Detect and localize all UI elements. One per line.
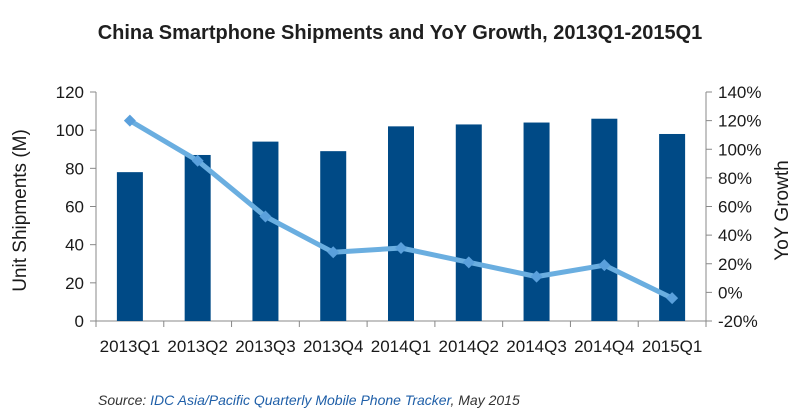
x-category-label: 2014Q2 (439, 337, 500, 356)
growth-point (259, 210, 272, 223)
right-tick-label: 140% (718, 83, 761, 102)
right-tick-label: 80% (718, 169, 752, 188)
x-category-label: 2013Q3 (235, 337, 296, 356)
shipment-bar (184, 154, 211, 321)
shipment-bar (591, 118, 618, 321)
x-category-label: 2014Q4 (574, 337, 635, 356)
growth-point (666, 292, 679, 305)
right-tick-label: 20% (718, 255, 752, 274)
bars-group (116, 118, 686, 322)
left-tick-label: 20 (65, 274, 84, 293)
source-label: Source: (98, 392, 151, 408)
y2-axis-title: YoY Growth (772, 160, 793, 260)
growth-point (327, 246, 340, 259)
x-category-label: 2013Q1 (100, 337, 161, 356)
left-tick-label: 40 (65, 236, 84, 255)
right-tick-label: 60% (718, 198, 752, 217)
source-date: , May 2015 (450, 392, 520, 408)
x-category-label: 2013Q2 (167, 337, 228, 356)
x-category-label: 2013Q4 (303, 337, 364, 356)
growth-point (395, 242, 407, 255)
growth-point (462, 256, 475, 269)
growth-point (598, 259, 611, 272)
right-tick-label: 100% (718, 140, 761, 159)
right-tick-label: 40% (718, 226, 752, 245)
shipment-bar (252, 141, 279, 321)
source-note: Source: IDC Asia/Pacific Quarterly Mobil… (98, 392, 520, 408)
x-category-label: 2014Q1 (371, 337, 432, 356)
labels-group: 0 20 40 60 80 100 120 -20% 0% 20% 40% 60% 80% 100% 120… (10, 83, 793, 356)
shipment-bar (523, 122, 550, 322)
y-axis-title: Unit Shipments (M) (10, 129, 31, 292)
growth-point (530, 270, 543, 283)
source-name: IDC Asia/Pacific Quarterly Mobile Phone … (150, 392, 451, 408)
left-tick-label: 100 (56, 121, 84, 140)
growth-line-group (123, 114, 679, 305)
growth-point (191, 154, 204, 167)
right-tick-label: 120% (718, 112, 761, 131)
left-tick-label: 0 (75, 312, 84, 331)
left-tick-label: 120 (56, 83, 84, 102)
shipment-bar (116, 172, 143, 321)
left-tick-label: 60 (65, 198, 84, 217)
shipment-bar (388, 126, 414, 321)
shipment-bar (320, 151, 347, 321)
left-tick-label: 80 (65, 159, 84, 178)
growth-point (123, 114, 136, 127)
shipment-bar (455, 124, 482, 321)
shipment-bar (659, 133, 686, 321)
right-tick-label: -20% (718, 312, 758, 331)
chart-title: China Smartphone Shipments and YoY Growt… (97, 22, 703, 44)
right-tick-label: 0% (718, 283, 743, 302)
x-category-label: 2015Q1 (642, 337, 703, 356)
x-category-label: 2014Q3 (506, 337, 567, 356)
